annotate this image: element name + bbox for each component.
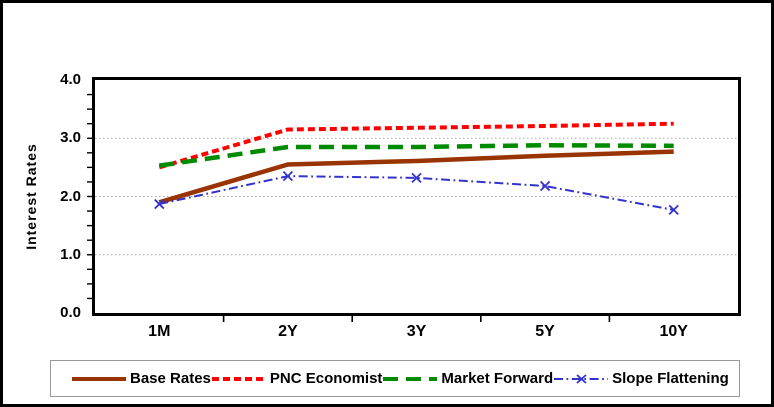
x-tick-label: 10Y bbox=[659, 323, 688, 340]
chart-legend: Base Rates PNC Economist Market Forward Slo… bbox=[50, 360, 740, 397]
x-tick-label: 1M bbox=[148, 323, 171, 340]
legend-label: PNC Economist bbox=[269, 370, 383, 387]
series-line-base-rates bbox=[158, 149, 674, 205]
x-axis-tick-labels: 1M 2Y 3Y 5Y 10Y bbox=[95, 321, 738, 343]
legend-item-slope-flattening: Slope Flattening bbox=[553, 370, 729, 387]
legend-label: Market Forward bbox=[441, 370, 554, 387]
legend-x-marker bbox=[576, 373, 587, 384]
x-marker bbox=[411, 172, 422, 183]
legend-item-market-forward: Market Forward bbox=[382, 370, 553, 387]
x-tick-label: 3Y bbox=[406, 323, 427, 340]
legend-label: Slope Flattening bbox=[612, 370, 729, 387]
y-tick-label: 0.0 bbox=[60, 304, 81, 321]
legend-line-sample bbox=[211, 376, 266, 381]
series-line-pnc-economist bbox=[158, 121, 674, 170]
series-line-market-forward bbox=[158, 142, 674, 168]
legend-line-sample bbox=[72, 376, 126, 381]
legend-item-base-rates: Base Rates bbox=[71, 370, 211, 387]
x-tick-label: 2Y bbox=[278, 323, 298, 340]
x-marker bbox=[668, 204, 679, 216]
y-tick-label: 4.0 bbox=[60, 71, 81, 88]
x-tick-label: 5Y bbox=[535, 323, 555, 340]
series-line-slope-flattening bbox=[159, 175, 674, 211]
legend-line-sample bbox=[383, 376, 438, 381]
legend-label: Base Rates bbox=[130, 370, 211, 387]
plot-area bbox=[87, 77, 741, 322]
x-marker bbox=[282, 170, 294, 182]
x-marker bbox=[154, 198, 165, 210]
y-tick-label: 2.0 bbox=[60, 187, 81, 205]
x-marker bbox=[539, 180, 551, 192]
legend-item-pnc-economist: PNC Economist bbox=[211, 370, 383, 387]
chart-canvas bbox=[87, 93, 738, 322]
y-tick-label: 3.0 bbox=[60, 129, 81, 147]
legend-line-sample bbox=[554, 373, 609, 384]
y-tick-label: 1.0 bbox=[60, 245, 81, 263]
